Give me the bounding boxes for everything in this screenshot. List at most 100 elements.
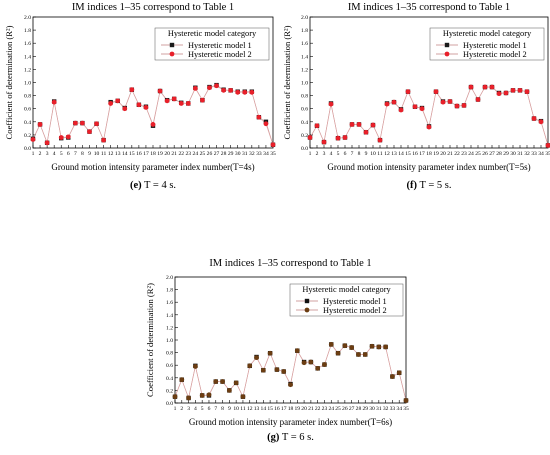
chart-panel-0: 0.00.20.40.60.81.01.21.41.61.82.01 2 3 4 5 6 7… (4, 2, 276, 191)
x-tick-label: 1 (174, 406, 177, 412)
marker-circle (199, 393, 205, 398)
y-tick-label: 0.8 (24, 94, 31, 100)
marker-circle (482, 84, 488, 90)
marker-circle (503, 90, 509, 96)
x-tick-label: 9 (228, 406, 231, 412)
marker-circle (51, 99, 57, 105)
y-tick-label: 1.6 (166, 300, 173, 306)
legend-title: Hysteretic model category (302, 285, 391, 294)
marker-circle (335, 350, 341, 356)
marker-circle (129, 87, 135, 93)
marker-circle (369, 343, 375, 349)
x-tick-label: 23 (185, 151, 191, 157)
marker-circle (510, 87, 516, 93)
x-axis-label: Ground motion intensity parameter index … (327, 162, 530, 172)
y-tick-label: 1.6 (24, 41, 31, 47)
marker-circle (200, 97, 205, 103)
y-tick-label: 1.8 (24, 28, 31, 34)
x-tick-label: 7 (74, 151, 77, 157)
x-tick-label: 31 (242, 151, 248, 157)
marker-circle (226, 388, 232, 393)
caption: (f) T = 5 s. (407, 180, 452, 191)
legend-marker-circle (304, 307, 310, 313)
x-tick-label: 18 (426, 151, 432, 157)
y-tick-label: 0.8 (301, 94, 308, 100)
chart-title: IM indices 1–35 correspond to Table 1 (72, 2, 234, 13)
y-tick-label: 0.6 (301, 107, 308, 113)
marker-circle (370, 122, 376, 128)
marker-circle (475, 97, 481, 102)
x-tick-label: 13 (391, 151, 397, 157)
y-tick-label: 1.0 (24, 81, 31, 87)
x-tick-label: 18 (150, 151, 156, 157)
x-tick-label: 7 (351, 151, 354, 157)
marker-circle (214, 83, 219, 89)
x-tick-label: 1 (309, 151, 312, 157)
marker-circle (440, 99, 446, 105)
marker-circle (233, 380, 239, 386)
marker-circle (398, 107, 404, 113)
y-axis-label: Coefficient of determination (R²) (4, 25, 14, 139)
chart-panel-2: 0.00.20.40.60.81.01.21.41.61.82.01 2 3 4 5 6 7… (145, 258, 409, 443)
marker-circle (72, 120, 78, 126)
x-tick-label: 12 (384, 151, 390, 157)
x-tick-label: 25 (475, 151, 481, 157)
x-tick-label: 16 (412, 151, 418, 157)
marker-circle (44, 140, 50, 146)
x-tick-label: 35 (270, 151, 276, 157)
marker-circle (517, 87, 523, 93)
x-tick-label: 3 (187, 406, 190, 412)
x-tick-label: 13 (254, 406, 260, 412)
x-tick-label: 28 (221, 151, 227, 157)
x-tick-label: 14 (261, 406, 267, 412)
y-tick-label: 1.8 (301, 28, 308, 34)
chart-title: IM indices 1–35 correspond to Table 1 (348, 2, 510, 13)
y-tick-label: 1.2 (24, 67, 31, 73)
marker-circle (447, 99, 453, 104)
x-tick-label: 29 (503, 151, 509, 157)
x-tick-label: 27 (349, 406, 355, 412)
x-tick-label: 21 (447, 151, 453, 157)
caption-text: T = 5 s. (417, 180, 451, 191)
x-tick-label: 4 (194, 406, 197, 412)
marker-circle (267, 350, 273, 356)
marker-circle (37, 122, 43, 127)
marker-circle (545, 142, 550, 148)
x-tick-label: 35 (545, 151, 550, 157)
y-tick-label: 0.0 (166, 401, 173, 407)
marker-circle (263, 121, 269, 127)
legend-label: Hysteretic model 2 (463, 50, 527, 59)
y-tick-label: 1.0 (301, 81, 308, 87)
x-tick-label: 32 (249, 151, 255, 157)
marker-circle (58, 135, 64, 140)
legend-label: Hysteretic model 2 (323, 306, 387, 315)
marker-circle (101, 137, 106, 143)
y-tick-label: 0.4 (24, 120, 31, 126)
x-tick-label: 8 (358, 151, 361, 157)
y-tick-label: 0.6 (166, 363, 173, 369)
marker-circle (328, 101, 334, 107)
x-tick-label: 22 (178, 151, 184, 157)
marker-circle (242, 89, 248, 95)
x-tick-label: 3 (46, 151, 49, 157)
marker-circle (213, 379, 219, 384)
x-tick-label: 5 (60, 151, 63, 157)
marker-circle (342, 343, 348, 349)
caption-text: T = 6 s. (279, 432, 313, 443)
x-tick-label: 26 (482, 151, 488, 157)
x-tick-label: 15 (405, 151, 411, 157)
marker-circle (405, 89, 411, 95)
legend-marker-circle (444, 51, 450, 57)
x-tick-label: 28 (496, 151, 502, 157)
marker-circle (247, 363, 253, 369)
marker-circle (396, 370, 402, 376)
x-tick-label: 30 (510, 151, 516, 157)
marker-circle (362, 352, 368, 357)
legend-label: Hysteretic model 1 (323, 297, 387, 306)
marker-circle (461, 103, 467, 108)
marker-circle (192, 85, 198, 91)
x-tick-label: 6 (67, 151, 70, 157)
marker-circle (531, 116, 537, 121)
marker-circle (171, 96, 177, 102)
x-tick-label: 26 (342, 406, 348, 412)
